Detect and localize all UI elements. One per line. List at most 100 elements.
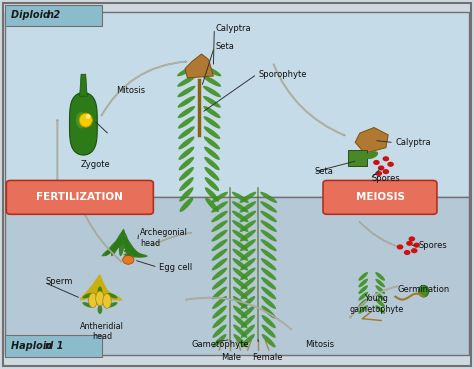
Ellipse shape xyxy=(212,334,227,348)
Ellipse shape xyxy=(358,305,368,314)
Text: Gametophyte: Gametophyte xyxy=(191,340,249,349)
Text: Archegonial
head: Archegonial head xyxy=(140,228,188,248)
Ellipse shape xyxy=(233,286,248,299)
Text: Sporophyte: Sporophyte xyxy=(258,70,307,79)
Ellipse shape xyxy=(261,268,276,280)
Ellipse shape xyxy=(122,231,130,256)
Ellipse shape xyxy=(203,86,221,97)
Text: Zygote: Zygote xyxy=(80,160,110,169)
Text: Diploid 2: Diploid 2 xyxy=(11,10,60,20)
Circle shape xyxy=(383,169,389,174)
FancyBboxPatch shape xyxy=(6,180,154,214)
Ellipse shape xyxy=(100,286,115,300)
Ellipse shape xyxy=(260,220,277,232)
Ellipse shape xyxy=(100,289,118,301)
Ellipse shape xyxy=(119,229,125,256)
Ellipse shape xyxy=(233,306,247,319)
Ellipse shape xyxy=(123,246,141,256)
Ellipse shape xyxy=(262,334,276,348)
Text: Young
gametophyte: Young gametophyte xyxy=(349,294,403,314)
Ellipse shape xyxy=(178,116,195,129)
Ellipse shape xyxy=(203,76,221,87)
Ellipse shape xyxy=(375,305,385,314)
Ellipse shape xyxy=(211,192,228,203)
Ellipse shape xyxy=(180,197,193,212)
Polygon shape xyxy=(80,74,87,96)
Ellipse shape xyxy=(240,286,255,299)
Ellipse shape xyxy=(233,315,247,328)
Text: Seta: Seta xyxy=(315,167,334,176)
Ellipse shape xyxy=(123,236,136,256)
Circle shape xyxy=(411,248,418,253)
Ellipse shape xyxy=(240,258,255,270)
Ellipse shape xyxy=(212,277,227,290)
Ellipse shape xyxy=(358,279,368,287)
Ellipse shape xyxy=(240,239,256,251)
Ellipse shape xyxy=(204,157,219,170)
Ellipse shape xyxy=(260,201,277,213)
Ellipse shape xyxy=(82,280,100,300)
Ellipse shape xyxy=(204,167,219,181)
Ellipse shape xyxy=(102,242,124,256)
Ellipse shape xyxy=(107,293,118,299)
Ellipse shape xyxy=(86,114,91,119)
Text: Seta: Seta xyxy=(216,42,235,51)
Ellipse shape xyxy=(261,258,276,270)
Ellipse shape xyxy=(100,283,112,300)
Ellipse shape xyxy=(375,285,385,294)
Circle shape xyxy=(409,236,415,241)
Text: Antheridial
head: Antheridial head xyxy=(81,322,124,341)
Polygon shape xyxy=(355,128,388,153)
Ellipse shape xyxy=(80,284,100,300)
Circle shape xyxy=(378,165,384,170)
Ellipse shape xyxy=(111,231,124,256)
Text: MEIOSIS: MEIOSIS xyxy=(356,192,405,202)
Text: Germination: Germination xyxy=(398,285,450,294)
Polygon shape xyxy=(348,150,367,166)
Ellipse shape xyxy=(93,275,101,300)
Ellipse shape xyxy=(100,291,122,301)
Ellipse shape xyxy=(240,230,256,242)
Ellipse shape xyxy=(87,276,100,300)
Ellipse shape xyxy=(211,239,228,251)
Ellipse shape xyxy=(233,277,248,290)
Ellipse shape xyxy=(105,235,124,256)
Ellipse shape xyxy=(177,65,196,76)
Text: Sperm: Sperm xyxy=(46,277,73,286)
Ellipse shape xyxy=(358,272,368,281)
Ellipse shape xyxy=(375,299,385,307)
Ellipse shape xyxy=(261,239,277,251)
Ellipse shape xyxy=(262,324,276,338)
Ellipse shape xyxy=(205,177,219,191)
Ellipse shape xyxy=(375,292,385,301)
Ellipse shape xyxy=(179,187,193,201)
Ellipse shape xyxy=(233,334,247,348)
Ellipse shape xyxy=(203,106,221,118)
Circle shape xyxy=(373,160,380,165)
Circle shape xyxy=(383,156,389,161)
Ellipse shape xyxy=(212,268,227,280)
Ellipse shape xyxy=(179,177,194,191)
Ellipse shape xyxy=(419,285,429,297)
Text: n: n xyxy=(46,10,54,20)
Ellipse shape xyxy=(261,277,276,290)
Ellipse shape xyxy=(99,279,109,300)
Ellipse shape xyxy=(89,293,97,308)
Ellipse shape xyxy=(241,324,255,338)
Ellipse shape xyxy=(205,187,219,201)
Ellipse shape xyxy=(240,249,256,261)
Ellipse shape xyxy=(204,126,220,139)
Ellipse shape xyxy=(261,286,276,299)
Ellipse shape xyxy=(123,242,139,256)
Ellipse shape xyxy=(177,86,195,97)
Ellipse shape xyxy=(260,192,277,203)
Ellipse shape xyxy=(211,220,228,232)
Ellipse shape xyxy=(375,272,385,281)
Text: Haploid 1: Haploid 1 xyxy=(11,341,64,351)
Ellipse shape xyxy=(232,249,248,261)
Text: Mitosis: Mitosis xyxy=(305,340,334,349)
Ellipse shape xyxy=(233,268,248,280)
Circle shape xyxy=(413,242,420,248)
Ellipse shape xyxy=(240,277,255,290)
Ellipse shape xyxy=(262,315,276,328)
